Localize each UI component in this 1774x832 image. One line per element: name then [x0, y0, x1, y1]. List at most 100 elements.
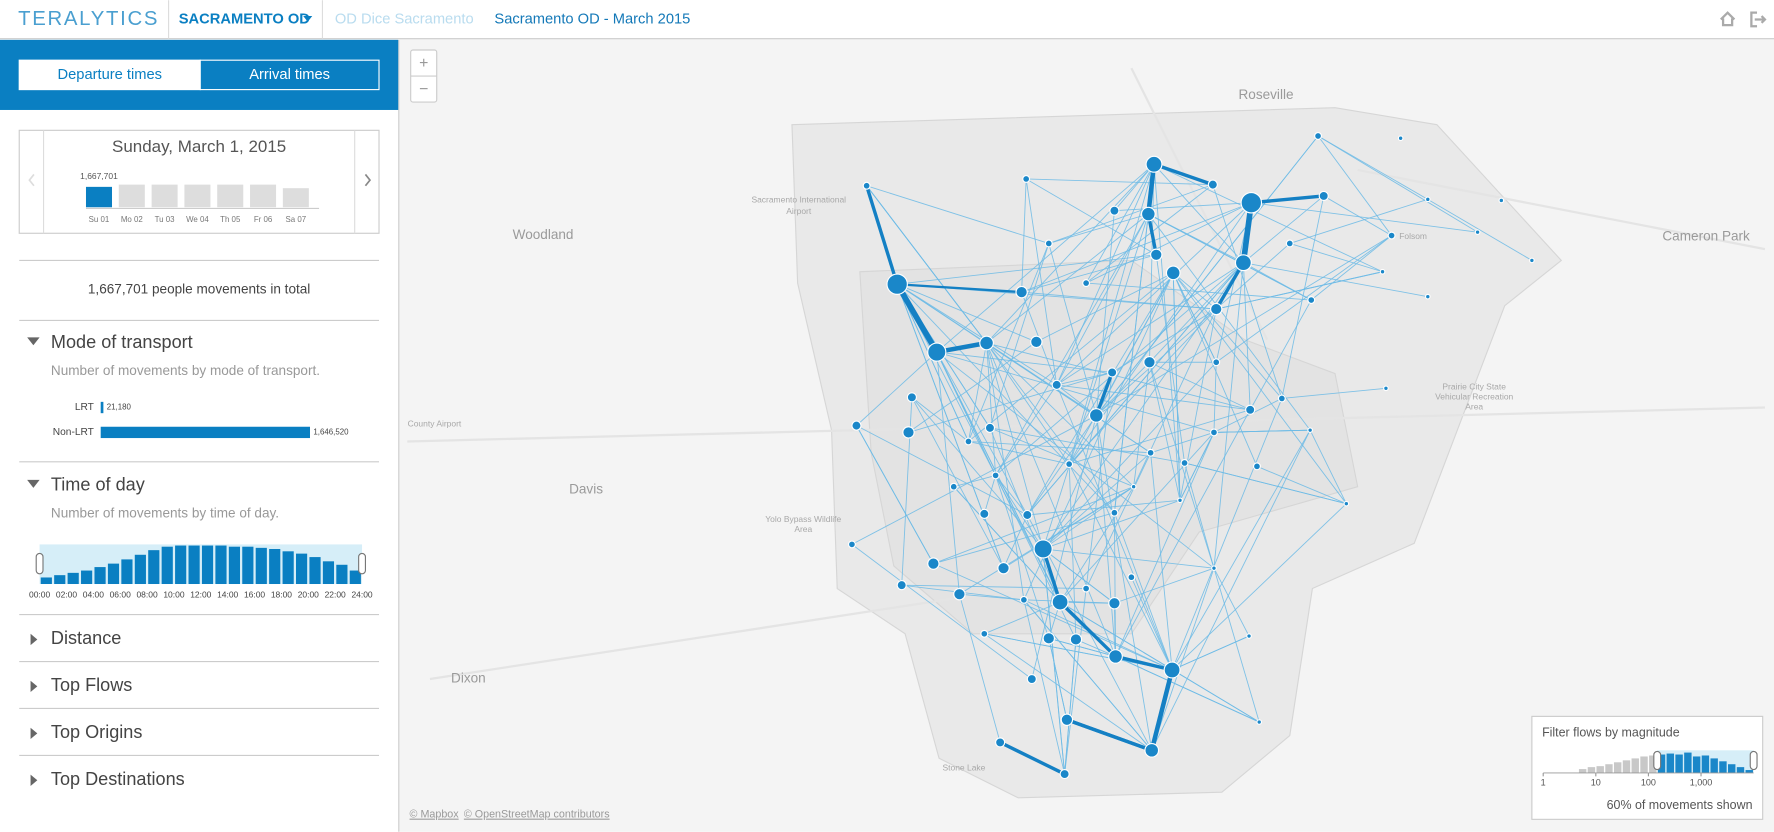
flow-node[interactable] [1051, 593, 1069, 611]
hour-bar[interactable] [148, 550, 160, 585]
hour-bar[interactable] [134, 554, 146, 585]
flow-node[interactable] [1307, 427, 1313, 433]
flow-node[interactable] [1015, 285, 1028, 299]
section-title[interactable]: Time of day [51, 474, 146, 494]
flow-node[interactable] [1026, 673, 1037, 685]
flow-node[interactable] [1042, 632, 1056, 645]
hour-bar[interactable] [67, 572, 79, 585]
flow-node[interactable] [1146, 448, 1155, 457]
tab-label[interactable]: Departure times [58, 67, 162, 83]
zoom-out[interactable]: − [419, 81, 428, 98]
day-bar[interactable] [151, 184, 178, 208]
day-bar[interactable] [282, 188, 309, 208]
nav-dice[interactable]: OD Dice Sacramento [335, 11, 474, 27]
logout-icon[interactable] [1750, 11, 1767, 28]
section-title[interactable]: Top Flows [51, 675, 132, 695]
section-title[interactable]: Mode of transport [51, 332, 193, 352]
flow-node[interactable] [1343, 500, 1350, 507]
flow-node[interactable] [1065, 460, 1074, 469]
flow-node[interactable] [1059, 768, 1070, 780]
flow-node[interactable] [953, 587, 966, 601]
flow-node[interactable] [902, 426, 915, 439]
flow-node[interactable] [979, 335, 994, 351]
flow-node[interactable] [949, 482, 958, 491]
flow-node[interactable] [1069, 633, 1083, 646]
mode-bar[interactable] [100, 401, 104, 414]
range-handle[interactable] [1749, 750, 1758, 771]
flow-node[interactable] [1082, 279, 1091, 288]
flow-node[interactable] [1130, 483, 1137, 490]
range-handle[interactable] [35, 552, 44, 575]
flow-node[interactable] [906, 392, 917, 403]
tab-label[interactable]: Arrival times [249, 67, 330, 83]
flow-node[interactable] [1108, 597, 1121, 610]
mode-bar[interactable] [100, 426, 310, 439]
day-bar[interactable] [118, 184, 145, 208]
flow-node[interactable] [1177, 497, 1183, 504]
section-title[interactable]: Top Destinations [51, 769, 185, 789]
hour-bar[interactable] [228, 546, 240, 585]
flow-node[interactable] [1207, 179, 1218, 190]
flow-node[interactable] [927, 342, 947, 362]
hour-bar[interactable] [175, 545, 187, 585]
flow-node[interactable] [1088, 408, 1104, 423]
flow-node[interactable] [1285, 239, 1294, 248]
flow-node[interactable] [1108, 649, 1123, 664]
zoom-in[interactable]: + [419, 55, 428, 72]
flow-node[interactable] [1387, 231, 1396, 240]
flow-node[interactable] [927, 557, 940, 570]
flow-node[interactable] [1110, 508, 1119, 517]
day-bar[interactable] [217, 184, 244, 208]
flow-node[interactable] [1474, 229, 1481, 235]
hour-bar[interactable] [322, 561, 335, 585]
flow-node[interactable] [1107, 367, 1118, 378]
hour-bar[interactable] [215, 545, 227, 585]
hour-bar[interactable] [54, 575, 66, 585]
hour-bar[interactable] [161, 546, 173, 585]
flow-node[interactable] [1082, 584, 1091, 593]
flow-node[interactable] [1145, 155, 1163, 173]
flow-node[interactable] [1246, 633, 1252, 639]
section-title[interactable]: Top Origins [51, 722, 143, 742]
flow-node[interactable] [1424, 196, 1431, 203]
hour-bar[interactable] [201, 545, 214, 585]
flow-node[interactable] [1019, 595, 1028, 604]
flow-node[interactable] [1051, 379, 1062, 390]
flow-node[interactable] [1383, 385, 1389, 392]
flow-node[interactable] [1140, 206, 1156, 222]
flow-node[interactable] [964, 437, 973, 446]
flow-node[interactable] [1245, 404, 1256, 415]
flow-node[interactable] [980, 629, 989, 638]
flow-node[interactable] [1234, 254, 1252, 272]
flow-node[interactable] [979, 508, 990, 519]
nav-project[interactable]: SACRAMENTO OD [179, 11, 310, 27]
flow-node[interactable] [995, 737, 1006, 748]
flow-node[interactable] [1314, 132, 1323, 140]
flow-node[interactable] [1256, 719, 1263, 725]
prev-arrow[interactable] [28, 173, 35, 187]
collapsed-arrow[interactable] [30, 680, 38, 693]
flow-node[interactable] [886, 273, 908, 295]
flow-node[interactable] [847, 540, 856, 549]
attribution[interactable]: © OpenStreetMap contributors [464, 809, 610, 821]
flow-node[interactable] [1044, 239, 1053, 248]
flow-node[interactable] [1211, 565, 1217, 571]
flow-node[interactable] [1307, 296, 1316, 304]
range-handle[interactable] [1653, 750, 1662, 771]
hour-bar[interactable] [242, 546, 254, 585]
next-arrow[interactable] [364, 173, 372, 187]
flow-node[interactable] [1060, 713, 1074, 726]
flow-node[interactable] [1022, 175, 1031, 183]
flow-node[interactable] [1379, 268, 1386, 275]
hour-bar[interactable] [295, 553, 308, 585]
hour-bar[interactable] [349, 570, 361, 585]
hour-bar[interactable] [94, 567, 106, 585]
day-bar[interactable] [250, 184, 277, 208]
flow-node[interactable] [1210, 428, 1218, 437]
expanded-arrow[interactable] [27, 337, 40, 346]
flow-node[interactable] [1163, 661, 1181, 679]
flow-node[interactable] [1150, 248, 1163, 262]
flow-node[interactable] [862, 181, 871, 190]
flow-node[interactable] [1253, 462, 1261, 471]
collapsed-arrow[interactable] [30, 727, 38, 740]
